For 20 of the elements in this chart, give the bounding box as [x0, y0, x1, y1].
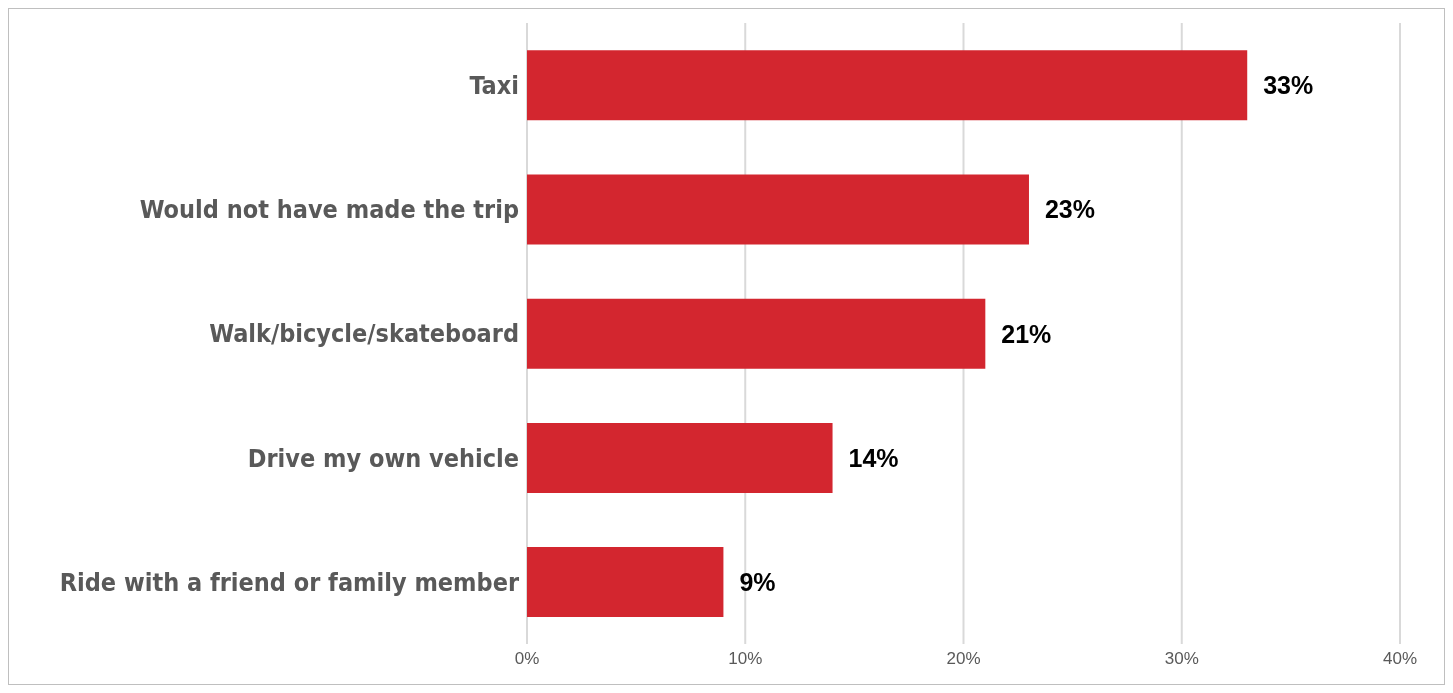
- y-tick-label: Taxi: [469, 70, 519, 100]
- bar: [527, 422, 833, 493]
- data-label: 33%: [1263, 71, 1314, 100]
- x-tick-label: 30%: [1164, 649, 1199, 669]
- y-tick-label: Would not have made the trip: [139, 195, 519, 225]
- bar: [527, 174, 1029, 245]
- data-label: 23%: [1044, 195, 1096, 224]
- x-tick-label: 20%: [946, 649, 981, 669]
- data-label: 14%: [848, 443, 899, 472]
- data-label: 9%: [739, 568, 776, 596]
- y-tick-label: Walk/bicycle/skateboard: [209, 319, 519, 349]
- bar: [527, 50, 1248, 121]
- bar: [527, 298, 986, 369]
- x-tick-label: 10%: [728, 649, 763, 669]
- y-tick-label: Drive my own vehicle: [247, 443, 519, 473]
- x-tick-label: 0%: [514, 649, 540, 669]
- x-tick-label: 40%: [1382, 649, 1418, 669]
- data-label: 21%: [1001, 319, 1052, 348]
- bar: [527, 547, 724, 618]
- y-tick-label: Ride with a friend or family member: [59, 567, 520, 597]
